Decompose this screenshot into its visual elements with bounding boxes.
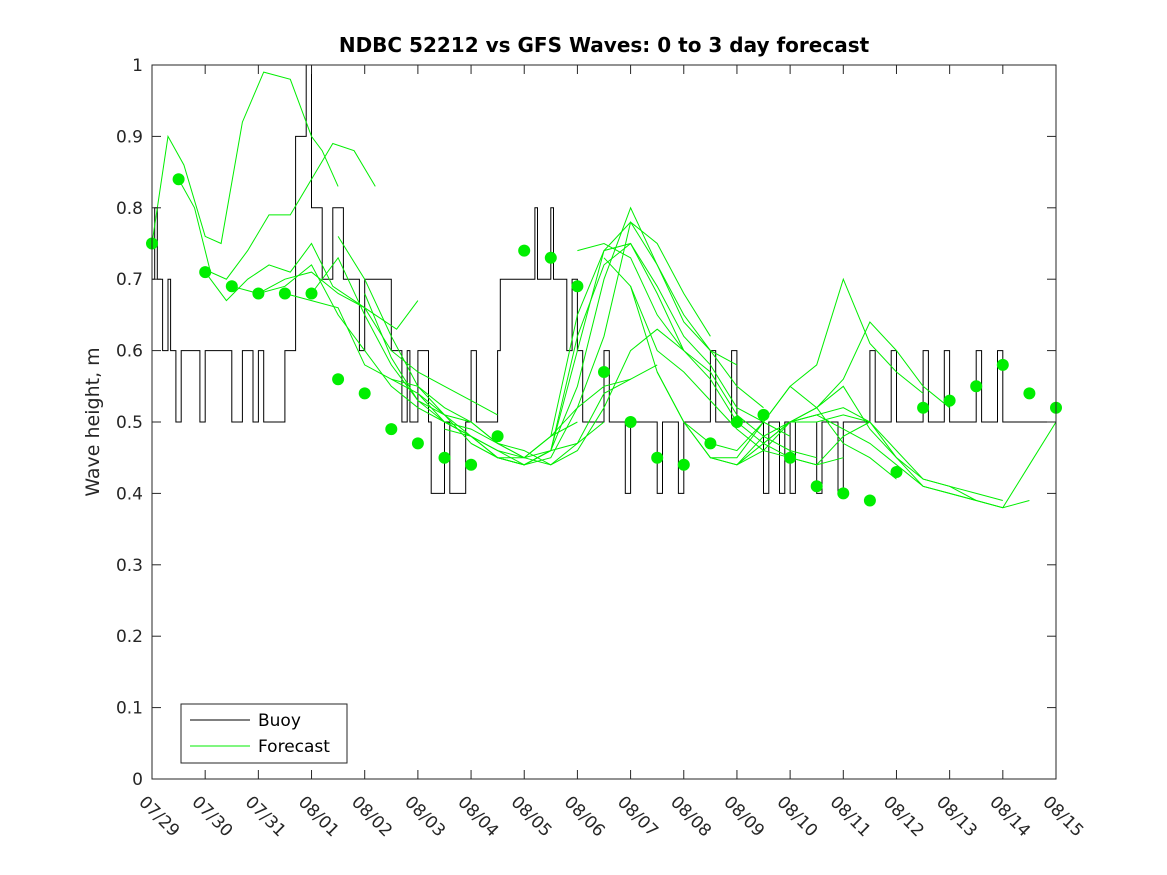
forecast-marker <box>358 387 371 400</box>
y-axis-label: Wave height, m <box>82 347 104 496</box>
forecast-marker <box>810 480 823 493</box>
y-tick-label: 0.6 <box>116 342 143 362</box>
forecast-marker <box>651 451 664 464</box>
forecast-run-line-2 <box>178 142 376 280</box>
y-tick-label: 0.7 <box>116 270 143 290</box>
forecast-marker <box>465 458 478 471</box>
forecast-run-line-4 <box>231 271 498 416</box>
forecast-marker <box>598 366 610 378</box>
forecast-marker <box>278 287 291 300</box>
forecast-marker <box>571 280 584 293</box>
legend-forecast-label: Forecast <box>258 737 330 757</box>
forecast-marker <box>757 408 770 421</box>
forecast-marker <box>305 287 318 300</box>
forecast-marker <box>252 287 265 300</box>
forecast-marker <box>943 394 956 407</box>
forecast-run-line-15 <box>523 242 791 466</box>
forecast-marker <box>385 423 398 436</box>
forecast-run-line-3 <box>204 242 419 330</box>
forecast-marker <box>784 451 797 464</box>
forecast-run-line-1 <box>151 71 339 245</box>
buoy-series-line <box>152 64 1056 494</box>
forecast-marker <box>863 494 876 507</box>
y-tick-label: 0.2 <box>116 627 143 647</box>
forecast-marker <box>199 266 212 279</box>
forecast-marker <box>970 380 983 393</box>
forecast-marker <box>890 466 903 478</box>
y-tick-label: 0.9 <box>116 127 143 147</box>
chart-title: NDBC 52212 vs GFS Waves: 0 to 3 day fore… <box>339 33 870 57</box>
forecast-marker <box>225 280 238 293</box>
forecast-run-line-9 <box>364 293 631 459</box>
forecast-marker <box>438 451 451 464</box>
y-tick-label: 0.1 <box>116 699 143 719</box>
forecast-marker <box>730 416 743 428</box>
forecast-run-line-12 <box>444 221 711 466</box>
marker-layer <box>146 173 1062 507</box>
forecast-marker <box>544 251 557 264</box>
forecast-marker <box>172 173 185 186</box>
forecast-run-line-18 <box>603 257 871 466</box>
forecast-marker <box>491 430 504 443</box>
legend: Buoy Forecast <box>180 703 348 764</box>
forecast-marker <box>837 487 850 500</box>
forecast-marker <box>518 244 531 257</box>
forecast-marker <box>411 437 424 450</box>
forecast-marker <box>624 416 637 428</box>
forecast-marker <box>332 373 345 386</box>
series-layer <box>151 64 1057 509</box>
forecast-marker <box>704 437 717 450</box>
legend-buoy-label: Buoy <box>258 711 301 731</box>
forecast-marker <box>917 401 930 414</box>
y-tick-label: 0.4 <box>116 484 143 504</box>
y-tick-label: 0 <box>132 770 143 790</box>
forecast-marker <box>677 458 690 471</box>
forecast-run-line-25 <box>789 414 1057 509</box>
legend-box <box>180 703 348 764</box>
y-tick-label: 1 <box>132 56 143 76</box>
y-tick-label: 0.5 <box>116 413 143 433</box>
y-axis: 0 0.1 0.2 0.3 0.4 0.5 0.6 0.7 0.8 0.9 1 <box>116 56 1056 790</box>
forecast-run-line-11 <box>417 328 685 466</box>
y-tick-label: 0.3 <box>116 556 143 576</box>
forecast-marker <box>996 358 1009 371</box>
forecast-marker <box>1023 387 1036 400</box>
y-tick-label: 0.8 <box>116 199 143 219</box>
